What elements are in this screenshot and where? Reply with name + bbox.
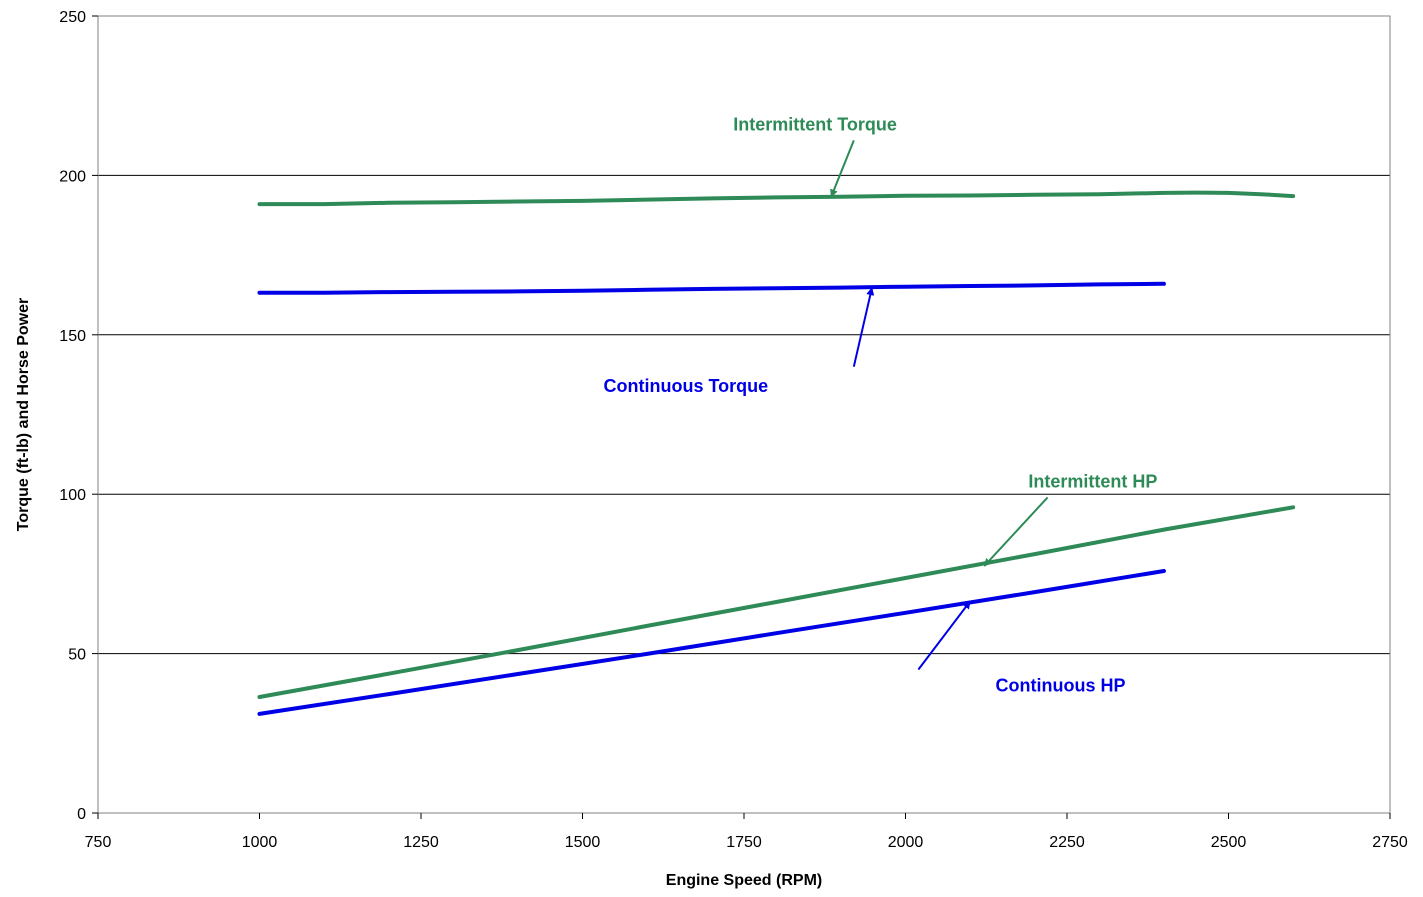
x-tick-label: 1000 [242,834,278,851]
annotation-arrow-continuous-torque [852,287,875,367]
x-tick-label: 2250 [1049,834,1085,851]
x-axis-title: Engine Speed (RPM) [666,872,822,889]
series-line-intermittent-torque [257,190,1296,207]
series-layer [257,190,1296,716]
y-tick-label: 100 [59,487,86,504]
x-tick-label: 750 [85,834,112,851]
x-tick-label: 2500 [1211,834,1247,851]
annotation-label-continuous-hp: Continuous HP [996,675,1126,695]
x-tick-label: 2750 [1372,834,1408,851]
plot-area [97,15,1391,814]
x-tick-label: 1500 [565,834,601,851]
y-axis-title: Torque (ft-lb) and Horse Power [15,298,32,531]
annotation-label-intermittent-hp: Intermittent HP [1028,471,1157,491]
annotation-arrow-intermittent-torque [830,139,855,198]
x-tick-label: 1750 [726,834,762,851]
x-tick-label: 2000 [888,834,924,851]
annotation-arrow-intermittent-hp [983,496,1049,567]
y-tick-label: 150 [59,328,86,345]
annotation-layer: Intermittent Torque Continuous Torque Inte… [604,114,1158,695]
y-tick-label: 50 [68,647,86,664]
annotation-label-intermittent-torque: Intermittent Torque [733,114,897,134]
y-tick-label: 0 [77,806,86,823]
gridlines [98,174,1390,655]
annotation-arrow-continuous-hp [917,600,971,671]
x-tick-label: 1250 [403,834,439,851]
y-tick-label: 200 [59,168,86,185]
y-tick-label: 250 [59,9,86,26]
series-line-continuous-hp [257,569,1166,716]
series-line-intermittent-hp [257,505,1296,699]
annotation-label-continuous-torque: Continuous Torque [604,376,769,396]
axis-ticks: 0 50 100 150 200 250 750 1000 1250 1500 1750 2000 22… [59,9,1408,851]
series-line-continuous-torque [257,281,1166,295]
